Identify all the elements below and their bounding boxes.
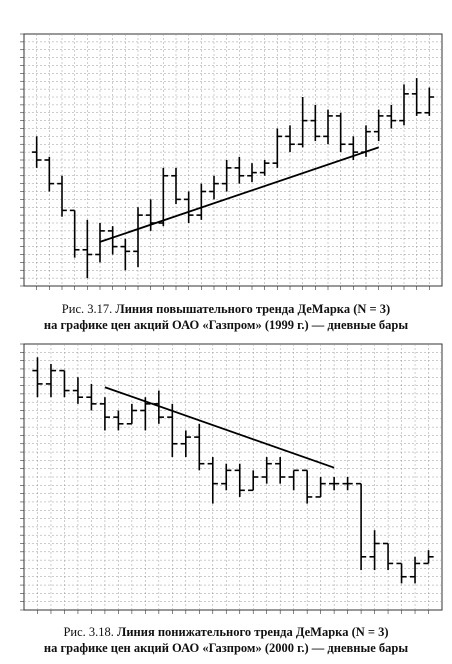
ohlc-bar xyxy=(45,363,57,398)
ohlc-bar xyxy=(288,469,299,491)
ohlc-bar xyxy=(158,167,169,227)
ohlc-bar xyxy=(99,397,111,431)
ohlc-bar xyxy=(386,104,397,129)
ohlc-bar xyxy=(59,369,70,398)
ohlc-bar xyxy=(120,238,131,271)
ohlc-bar xyxy=(32,357,43,398)
ohlc-bar xyxy=(69,209,80,258)
ohlc-bar xyxy=(31,136,42,168)
ohlc-bar xyxy=(310,104,321,142)
ohlc-bar xyxy=(86,383,97,411)
ohlc-bar xyxy=(133,207,143,268)
ohlc-bar xyxy=(329,477,340,491)
ohlc-bar xyxy=(382,542,394,571)
ohlc-bar xyxy=(180,430,191,458)
caption-line-1: Рис. 3.18. Линия понижательного тренда Д… xyxy=(0,624,452,640)
ohlc-bar xyxy=(323,109,333,145)
ohlc-bar xyxy=(342,477,353,491)
ohlc-bar xyxy=(171,167,181,205)
caption-lead: Рис. 3.17. xyxy=(61,302,113,316)
ohlc-bar xyxy=(247,163,257,183)
trend-line xyxy=(104,386,335,469)
figure-3-18 xyxy=(6,340,446,622)
trend-line xyxy=(99,146,379,243)
figure-3-18-caption: Рис. 3.18. Линия понижательного тренда Д… xyxy=(0,624,452,656)
ohlc-bar xyxy=(234,463,245,497)
ohlc-bar xyxy=(369,530,380,571)
ohlc-bar xyxy=(209,175,219,200)
ohlc-bar xyxy=(221,463,232,491)
ohlc-bar xyxy=(194,423,205,471)
figure-3-17-caption: Рис. 3.17. Линия повышательного тренда Д… xyxy=(0,301,452,333)
ohlc-bar xyxy=(167,403,178,458)
ohlc-bar xyxy=(302,469,313,504)
ohlc-bar xyxy=(297,97,308,148)
caption-line-1: Рис. 3.17. Линия повышательного тренда Д… xyxy=(0,301,452,317)
ohlc-bar xyxy=(95,223,105,263)
ohlc-bar xyxy=(409,556,421,584)
caption-line-2: на графике цен акций ОАО «Газпром» (1999… xyxy=(43,318,409,332)
caption-title: Линия повышательного тренда ДеМарка (N =… xyxy=(115,302,391,316)
ohlc-bar xyxy=(272,128,283,168)
ohlc-bar xyxy=(113,410,124,431)
caption-title: Линия понижательного тренда ДеМарка (N =… xyxy=(117,625,389,639)
ohlc-bar xyxy=(275,457,286,484)
ohlc-bar xyxy=(183,191,194,223)
ohlc-bar xyxy=(373,109,384,142)
downtrend-ohlc-chart xyxy=(20,343,443,614)
ohlc-bar xyxy=(126,403,137,425)
ohlc-bar xyxy=(207,457,218,504)
ohlc-bar xyxy=(259,160,270,176)
figure-3-17 xyxy=(6,30,446,298)
ohlc-bar xyxy=(399,84,409,126)
caption-lead: Рис. 3.18. xyxy=(63,625,114,639)
ohlc-bar xyxy=(335,112,346,153)
ohlc-bar xyxy=(72,377,84,404)
ohlc-bar xyxy=(107,226,118,255)
caption-line-2: на графике цен акций ОАО «Газпром» (2000… xyxy=(43,641,409,655)
ohlc-bar xyxy=(44,156,55,192)
ohlc-bar xyxy=(355,482,367,571)
ohlc-bar xyxy=(248,470,259,492)
ohlc-bar xyxy=(261,457,272,484)
ohlc-bar xyxy=(234,156,245,184)
ohlc-bar xyxy=(196,183,207,220)
ohlc-bar xyxy=(423,550,434,565)
uptrend-ohlc-chart xyxy=(20,33,443,290)
ohlc-bar xyxy=(396,562,407,584)
ohlc-bar xyxy=(315,477,326,498)
ohlc-bar xyxy=(424,87,435,116)
ohlc-bar xyxy=(221,160,232,192)
ohlc-bar xyxy=(82,219,93,279)
ohlc-bar xyxy=(411,78,422,116)
ohlc-bar xyxy=(285,125,295,153)
ohlc-bar xyxy=(57,175,67,217)
